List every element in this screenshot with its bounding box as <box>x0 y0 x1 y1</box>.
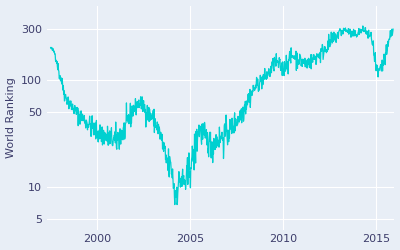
Y-axis label: World Ranking: World Ranking <box>6 77 16 158</box>
